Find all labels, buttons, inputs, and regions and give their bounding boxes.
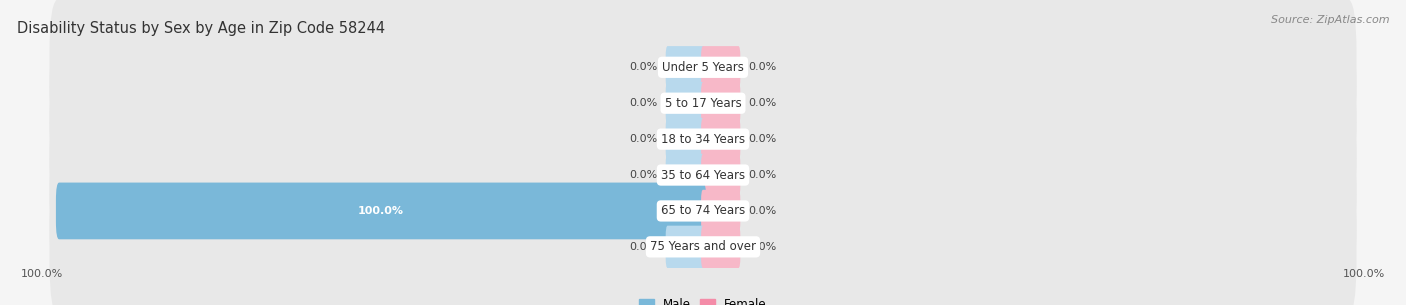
Text: 0.0%: 0.0% xyxy=(630,170,658,180)
Text: 35 to 64 Years: 35 to 64 Years xyxy=(661,169,745,181)
Text: Disability Status by Sex by Age in Zip Code 58244: Disability Status by Sex by Age in Zip C… xyxy=(17,21,385,36)
FancyBboxPatch shape xyxy=(702,82,741,124)
FancyBboxPatch shape xyxy=(665,46,704,88)
FancyBboxPatch shape xyxy=(702,118,741,160)
Text: 100.0%: 100.0% xyxy=(1343,269,1385,279)
Text: 0.0%: 0.0% xyxy=(630,98,658,108)
Legend: Male, Female: Male, Female xyxy=(640,299,766,305)
FancyBboxPatch shape xyxy=(665,226,704,268)
Text: 100.0%: 100.0% xyxy=(21,269,63,279)
Text: Under 5 Years: Under 5 Years xyxy=(662,61,744,74)
Text: 18 to 34 Years: 18 to 34 Years xyxy=(661,133,745,145)
FancyBboxPatch shape xyxy=(56,183,706,239)
Text: Source: ZipAtlas.com: Source: ZipAtlas.com xyxy=(1271,15,1389,25)
FancyBboxPatch shape xyxy=(702,190,741,232)
FancyBboxPatch shape xyxy=(49,178,1357,305)
Text: 0.0%: 0.0% xyxy=(748,134,776,144)
Text: 0.0%: 0.0% xyxy=(748,62,776,72)
Text: 0.0%: 0.0% xyxy=(748,242,776,252)
FancyBboxPatch shape xyxy=(665,82,704,124)
FancyBboxPatch shape xyxy=(49,106,1357,244)
FancyBboxPatch shape xyxy=(49,0,1357,136)
Text: 75 Years and over: 75 Years and over xyxy=(650,240,756,253)
FancyBboxPatch shape xyxy=(665,154,704,196)
FancyBboxPatch shape xyxy=(49,70,1357,208)
Text: 65 to 74 Years: 65 to 74 Years xyxy=(661,204,745,217)
FancyBboxPatch shape xyxy=(665,118,704,160)
Text: 0.0%: 0.0% xyxy=(748,170,776,180)
Text: 5 to 17 Years: 5 to 17 Years xyxy=(665,97,741,110)
FancyBboxPatch shape xyxy=(49,34,1357,172)
FancyBboxPatch shape xyxy=(702,226,741,268)
FancyBboxPatch shape xyxy=(49,142,1357,279)
Text: 0.0%: 0.0% xyxy=(630,134,658,144)
Text: 0.0%: 0.0% xyxy=(630,62,658,72)
FancyBboxPatch shape xyxy=(702,154,741,196)
Text: 0.0%: 0.0% xyxy=(748,98,776,108)
Text: 0.0%: 0.0% xyxy=(748,206,776,216)
FancyBboxPatch shape xyxy=(702,46,741,88)
Text: 100.0%: 100.0% xyxy=(359,206,404,216)
Text: 0.0%: 0.0% xyxy=(630,242,658,252)
